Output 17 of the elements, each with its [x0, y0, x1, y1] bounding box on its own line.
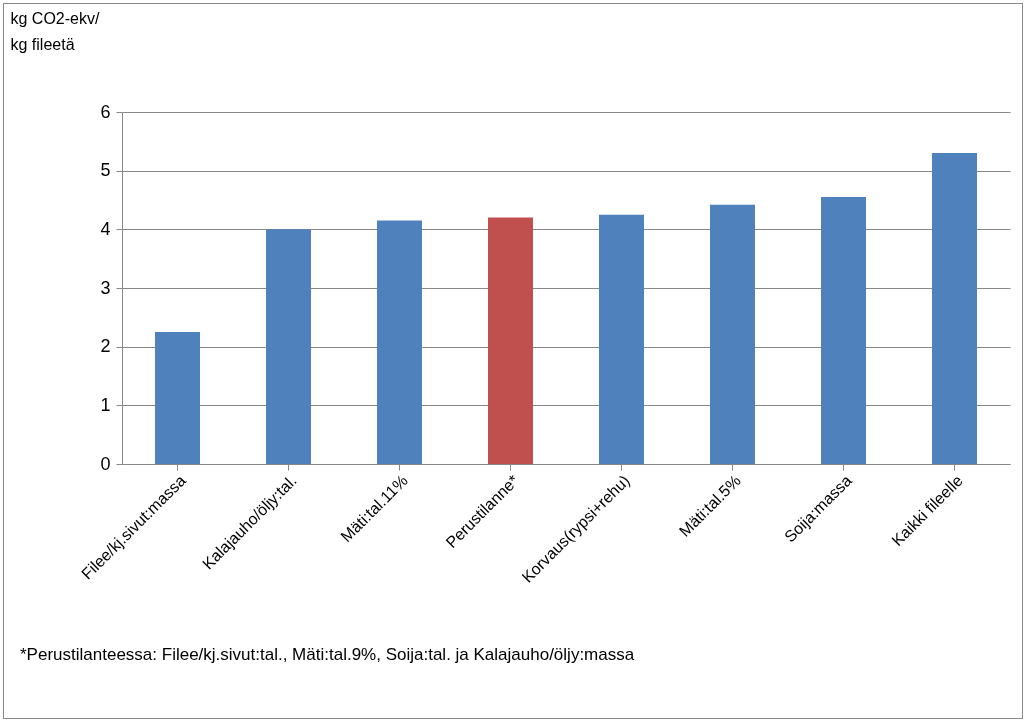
y-tick-label: 0 — [100, 453, 111, 474]
bar — [710, 204, 755, 464]
y-tick-label: 6 — [100, 101, 111, 122]
bar — [266, 229, 311, 464]
y-tick-label: 4 — [100, 218, 111, 239]
bar — [821, 197, 866, 464]
bar — [377, 220, 422, 464]
text: *Perustilanteessa: Filee/kj.sivut:tal., Mäti:tal.9%, Soija:tal. ja Kalajauho/öljy:massa — [20, 645, 635, 665]
bar — [599, 214, 644, 464]
bar — [488, 217, 533, 464]
y-tick-label: 2 — [100, 336, 111, 357]
y-tick-label: 1 — [100, 394, 111, 415]
y-axis-title: kg CO2-ekv/ kg fileetä — [10, 9, 100, 53]
y-tick-label: 5 — [100, 160, 111, 181]
y-tick-label: 3 — [100, 277, 111, 298]
bar — [932, 153, 977, 464]
bar — [155, 332, 200, 464]
